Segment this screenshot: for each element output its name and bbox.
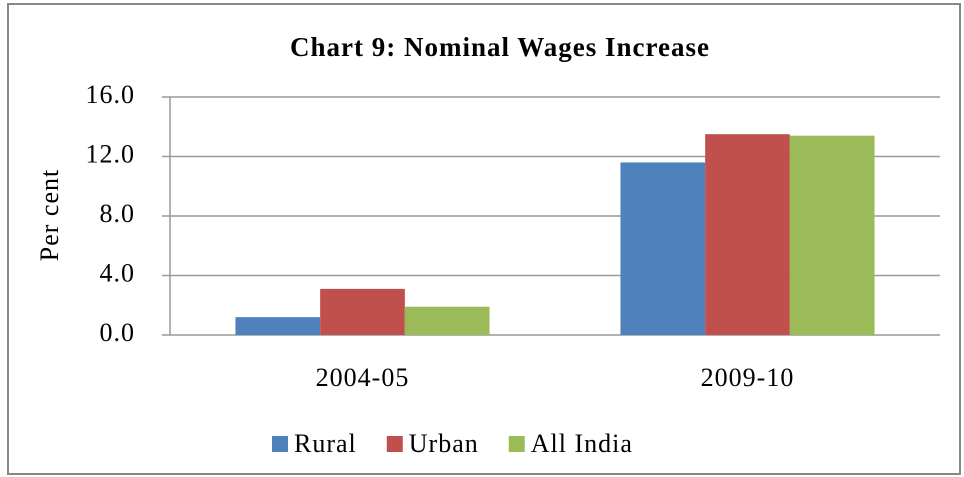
- chart-title: Chart 9: Nominal Wages Increase: [290, 32, 710, 62]
- x-tick-label: 2009-10: [701, 363, 795, 392]
- y-tick-label: 16.0: [86, 80, 136, 109]
- x-tick-label: 2004-05: [316, 363, 410, 392]
- legend-swatch: [272, 436, 288, 452]
- bar: [705, 134, 790, 335]
- y-tick-label: 8.0: [100, 199, 136, 228]
- y-tick-label: 4.0: [100, 258, 136, 287]
- bar: [789, 135, 875, 335]
- legend-label: Urban: [409, 429, 479, 458]
- bar: [235, 317, 321, 335]
- bar: [404, 306, 490, 335]
- bar: [620, 162, 706, 335]
- legend-label: All India: [531, 429, 633, 458]
- legend-swatch: [386, 436, 403, 452]
- y-tick-label: 12.0: [86, 139, 136, 168]
- legend-label: Rural: [294, 429, 357, 458]
- y-axis-label: Per cent: [35, 169, 64, 261]
- bar: [320, 288, 405, 335]
- legend-swatch: [508, 436, 525, 452]
- y-tick-label: 0.0: [100, 318, 136, 347]
